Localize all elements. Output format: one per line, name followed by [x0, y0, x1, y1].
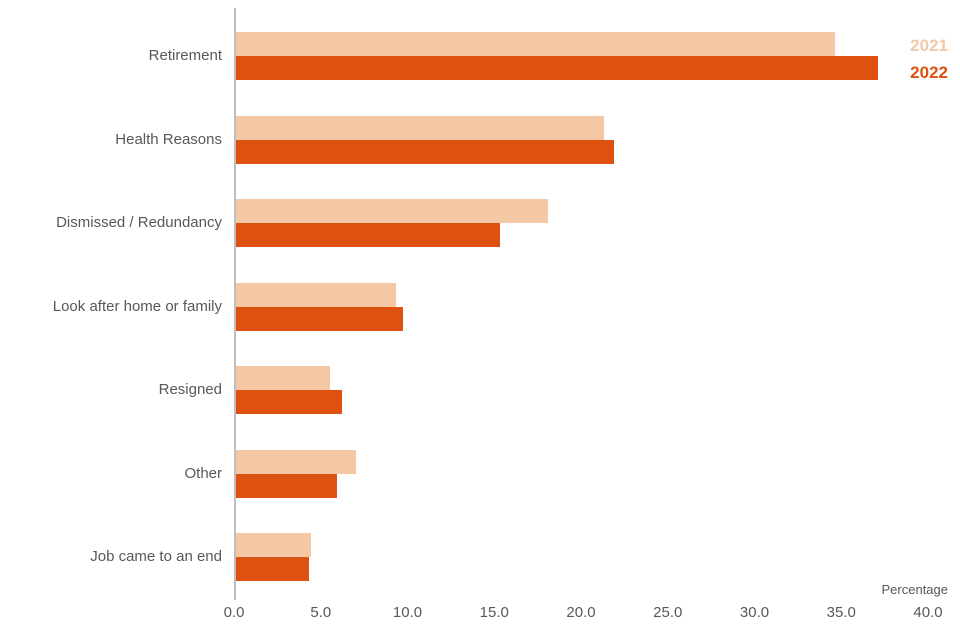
bar-2022-6	[236, 557, 309, 581]
bar-2022-5	[236, 473, 337, 498]
bar-2022-0	[236, 56, 878, 80]
y-axis-line	[234, 8, 236, 600]
x-axis-title: Percentage	[881, 582, 949, 597]
bar-2022-3	[236, 306, 403, 331]
category-label: Health Reasons	[115, 130, 222, 148]
legend-2021: 2021	[910, 36, 948, 55]
x-tick-label: 40.0	[913, 604, 943, 621]
x-tick-label: 10.0	[392, 604, 423, 621]
bar-2022-2	[236, 223, 500, 247]
x-tick-label: 25.0	[653, 604, 683, 621]
x-tick-label: 20.0	[566, 604, 596, 621]
x-tick-label: 35.0	[826, 604, 856, 621]
bar-2021-1	[236, 115, 604, 140]
bar-2021-4	[236, 366, 330, 390]
bar-2022-4	[236, 390, 342, 414]
category-label: Retirement	[148, 47, 222, 64]
bar-2021-5	[236, 449, 356, 474]
bar-2021-2	[236, 199, 549, 223]
x-tick-label: 15.0	[479, 604, 509, 621]
bar-2021-6	[236, 533, 311, 557]
category-label: Other	[184, 464, 222, 482]
category-label: Look after home or family	[52, 297, 222, 315]
category-label: Job came to an end	[90, 548, 222, 565]
legend: 2021 2022	[910, 32, 948, 86]
x-tick-label: 5.0	[310, 604, 332, 621]
category-label: Resigned	[158, 381, 222, 398]
bar-2021-0	[236, 32, 835, 56]
x-tick-label: 30.0	[739, 604, 770, 621]
x-tick-label: 0.0	[223, 604, 245, 621]
bar-2021-3	[236, 282, 396, 307]
legend-2022: 2022	[910, 63, 948, 82]
category-label: Dismissed / Redundancy	[56, 214, 222, 231]
bar-2022-1	[236, 139, 615, 164]
